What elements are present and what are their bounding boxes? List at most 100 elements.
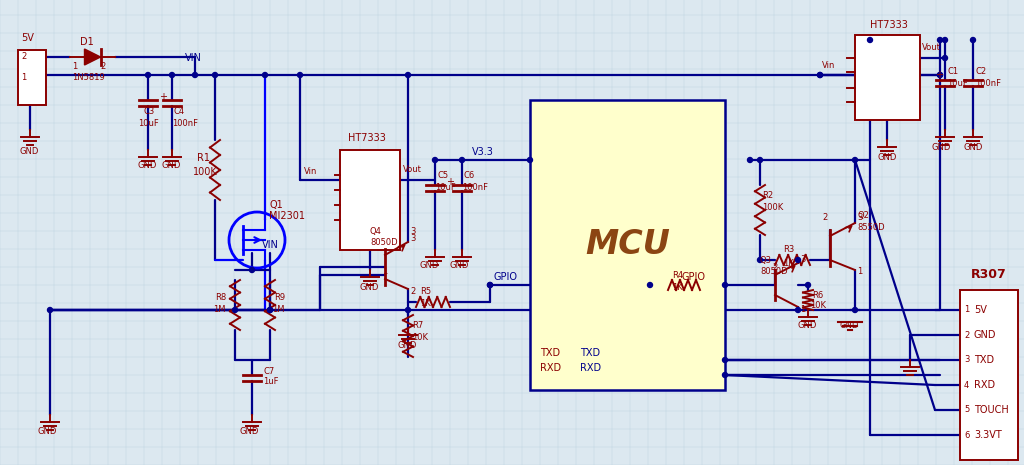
Circle shape [723, 283, 727, 287]
Text: GPIO: GPIO [682, 272, 706, 282]
Text: 6: 6 [964, 431, 970, 439]
Text: Vout: Vout [403, 166, 422, 174]
Circle shape [262, 73, 267, 78]
Text: 5V: 5V [974, 305, 987, 315]
Circle shape [647, 283, 652, 287]
Text: GND: GND [398, 340, 418, 350]
Text: R6: R6 [812, 291, 823, 299]
Text: 2: 2 [772, 263, 777, 272]
Text: GND: GND [20, 147, 39, 157]
Text: R2: R2 [762, 191, 773, 199]
Text: TXD: TXD [540, 348, 560, 358]
Text: +: + [935, 70, 943, 80]
Circle shape [853, 158, 857, 162]
Text: GND: GND [840, 320, 859, 330]
Circle shape [170, 73, 174, 78]
Text: R5: R5 [420, 286, 431, 295]
Text: 1: 1 [72, 62, 77, 72]
Circle shape [806, 283, 811, 287]
Bar [530, 100, 725, 390]
Text: R7: R7 [412, 320, 423, 330]
Text: 10K: 10K [412, 332, 428, 341]
Text: 2: 2 [822, 213, 828, 222]
Circle shape [971, 38, 976, 42]
Text: 2: 2 [410, 286, 416, 295]
Text: +: + [159, 92, 167, 102]
Text: Q1: Q1 [269, 200, 283, 210]
Circle shape [867, 38, 872, 42]
Text: 5: 5 [964, 405, 970, 414]
Text: 2: 2 [22, 53, 27, 61]
Circle shape [527, 158, 532, 162]
Text: VIN: VIN [261, 240, 279, 250]
Circle shape [487, 283, 493, 287]
Text: 100nF: 100nF [975, 79, 1001, 87]
Bar [855, 35, 920, 120]
Circle shape [406, 307, 411, 312]
Text: VIN: VIN [184, 53, 202, 63]
Text: 100K: 100K [762, 204, 783, 213]
Text: 3.3VT: 3.3VT [974, 430, 1001, 440]
Text: D1: D1 [80, 37, 94, 47]
Text: GND: GND [420, 260, 439, 270]
Text: GND: GND [450, 260, 469, 270]
Circle shape [213, 73, 217, 78]
Text: 8550D: 8550D [857, 224, 885, 232]
Text: 3: 3 [857, 213, 862, 222]
Polygon shape [85, 49, 100, 65]
Text: RXD: RXD [580, 363, 601, 373]
Circle shape [460, 158, 465, 162]
Text: 100nF: 100nF [172, 120, 198, 128]
Text: C4: C4 [174, 107, 185, 117]
Circle shape [942, 55, 947, 60]
Text: 10uF: 10uF [138, 120, 159, 128]
Text: 1N5819: 1N5819 [72, 73, 104, 82]
Text: 8050D: 8050D [760, 266, 787, 275]
Text: Vout: Vout [922, 44, 941, 53]
Circle shape [145, 73, 151, 78]
Text: GND: GND [138, 160, 158, 170]
Bar [18, 50, 46, 105]
Text: R8: R8 [215, 293, 226, 303]
Text: GND: GND [963, 142, 982, 152]
Text: RXD: RXD [974, 380, 995, 390]
Circle shape [853, 307, 857, 312]
Circle shape [47, 307, 52, 312]
Text: Vin: Vin [822, 61, 836, 71]
Text: V3.3: V3.3 [472, 147, 494, 157]
Text: Q3: Q3 [760, 255, 772, 265]
Circle shape [942, 38, 947, 42]
Text: C5: C5 [437, 171, 449, 179]
Text: RXD: RXD [540, 363, 561, 373]
Circle shape [232, 307, 238, 312]
Circle shape [267, 307, 272, 312]
Text: GPIO: GPIO [494, 272, 518, 282]
Text: 1M: 1M [213, 306, 225, 314]
Text: GND: GND [360, 283, 379, 292]
Text: 3: 3 [964, 356, 970, 365]
Text: Vin: Vin [304, 167, 317, 177]
Circle shape [938, 38, 942, 42]
Text: TOUCH: TOUCH [974, 405, 1009, 415]
Text: 8050D: 8050D [370, 239, 397, 247]
Circle shape [796, 307, 801, 312]
Text: 3: 3 [410, 227, 416, 237]
Text: 1: 1 [22, 73, 27, 82]
Text: 100nF: 100nF [462, 184, 488, 193]
Text: 1uF: 1uF [263, 378, 279, 386]
Text: TXD: TXD [580, 348, 600, 358]
Circle shape [250, 267, 255, 272]
Circle shape [267, 307, 272, 312]
Circle shape [817, 73, 822, 78]
Text: MI2301: MI2301 [269, 211, 305, 221]
Text: 1: 1 [964, 306, 970, 314]
Bar [340, 150, 400, 250]
Text: R9: R9 [274, 293, 285, 303]
Text: C2: C2 [975, 67, 986, 77]
Text: R1: R1 [197, 153, 210, 163]
Circle shape [748, 158, 753, 162]
Circle shape [758, 258, 763, 263]
Text: GND: GND [974, 330, 996, 340]
Text: C1: C1 [947, 67, 958, 77]
Text: 2: 2 [100, 62, 105, 72]
